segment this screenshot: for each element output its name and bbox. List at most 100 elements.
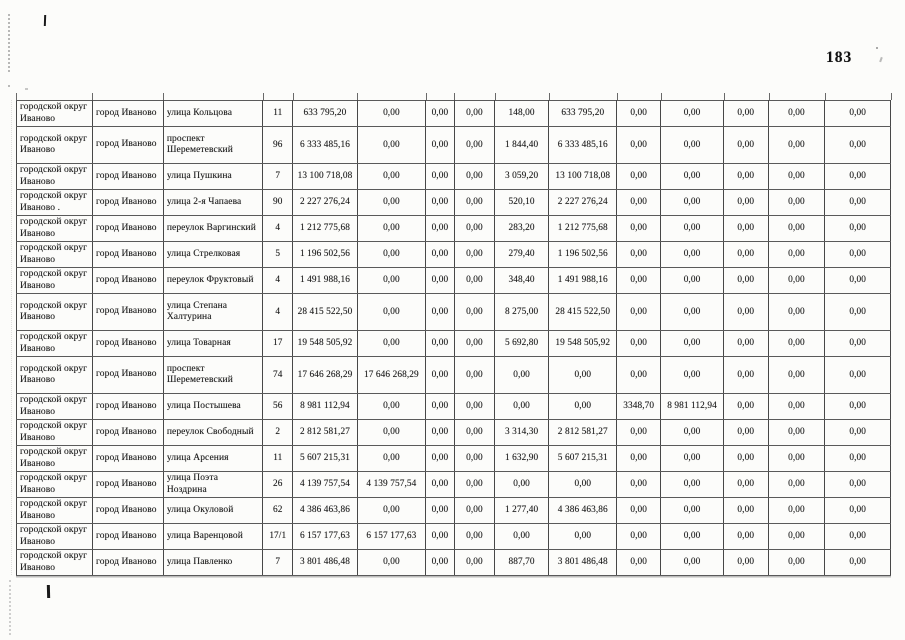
cell-value-2: 0,00 [356, 126, 426, 164]
cell-municipality: городской округ Иваново [15, 393, 94, 420]
cell-street: переулок Фруктовый [162, 267, 264, 294]
column-tick [825, 93, 827, 100]
cell-city: город Иваново [92, 267, 164, 294]
cell-value-9: 0,00 [722, 330, 769, 357]
cell-city: город Иваново [92, 126, 164, 164]
cell-street: улица Поэта Ноздрина [162, 471, 264, 498]
cell-value-10: 0,00 [767, 445, 826, 472]
scan-speck [876, 47, 878, 49]
cell-house-number: 4 [262, 215, 294, 242]
cell-value-4: 0,00 [453, 126, 496, 164]
cell-value-5: 148,00 [494, 100, 550, 127]
cell-value-7: 0,00 [616, 163, 662, 190]
cell-value-9: 0,00 [722, 419, 769, 446]
cell-value-7: 0,00 [616, 267, 662, 294]
cell-value-4: 0,00 [453, 393, 496, 420]
cell-city: город Иваново [92, 100, 164, 127]
cell-value-8: 0,00 [660, 419, 724, 446]
cell-value-9: 0,00 [722, 100, 769, 127]
cell-value-11: 0,00 [824, 163, 891, 190]
cell-value-2: 4 139 757,54 [356, 471, 426, 498]
cell-municipality: городской округ Иваново [15, 100, 94, 127]
cell-value-10: 0,00 [767, 549, 826, 576]
cell-value-3: 0,00 [424, 549, 455, 576]
cell-house-number: 11 [262, 100, 294, 127]
cell-value-7: 3348,70 [616, 393, 662, 420]
scan-artifact-margin-mid [11, 100, 12, 575]
cell-street: проспект Шереметевский [162, 356, 264, 394]
cell-value-9: 0,00 [722, 497, 769, 524]
table-row: городской округ Иваново город Иваново улиц… [15, 523, 891, 550]
cell-value-4: 0,00 [453, 330, 496, 357]
cell-street: улица Товарная [162, 330, 264, 357]
cell-value-11: 0,00 [824, 241, 891, 268]
column-tick [163, 93, 164, 100]
cell-city: город Иваново [92, 523, 164, 550]
cell-value-11: 0,00 [824, 293, 891, 331]
cell-value-5: 0,00 [494, 471, 550, 498]
column-tick [891, 93, 892, 100]
cell-value-10: 0,00 [767, 523, 826, 550]
cell-value-1: 28 415 522,50 [292, 293, 358, 331]
cell-value-6: 4 386 463,86 [548, 497, 618, 524]
cell-value-1: 17 646 268,29 [292, 356, 358, 394]
cell-value-3: 0,00 [424, 189, 455, 216]
cell-value-4: 0,00 [453, 293, 496, 331]
cell-value-5: 0,00 [494, 393, 550, 420]
cell-value-1: 5 607 215,31 [292, 445, 358, 472]
cell-value-6: 0,00 [548, 393, 618, 420]
cell-municipality: городской округ Иваново [15, 356, 94, 394]
cell-house-number: 2 [262, 419, 294, 446]
scan-artifact-margin-top [8, 14, 10, 72]
cell-value-8: 0,00 [660, 356, 724, 394]
cell-house-number: 17 [262, 330, 294, 357]
cell-value-3: 0,00 [424, 126, 455, 164]
cell-value-4: 0,00 [453, 241, 496, 268]
cell-street: переулок Варгинский [162, 215, 264, 242]
cell-municipality: городской округ Иваново [15, 445, 94, 472]
cell-value-7: 0,00 [616, 471, 662, 498]
cell-value-5: 348,40 [494, 267, 550, 294]
cell-city: город Иваново [92, 215, 164, 242]
cell-value-7: 0,00 [616, 549, 662, 576]
cell-value-3: 0,00 [424, 356, 455, 394]
cell-value-2: 0,00 [356, 497, 426, 524]
cell-house-number: 74 [262, 356, 294, 394]
cell-value-2: 17 646 268,29 [356, 356, 426, 394]
cell-value-9: 0,00 [722, 523, 769, 550]
cell-value-9: 0,00 [722, 267, 769, 294]
column-tick [723, 93, 725, 100]
cell-value-3: 0,00 [424, 393, 455, 420]
table-row: городской округ Иваново город Иваново пере… [15, 419, 891, 446]
cell-value-9: 0,00 [722, 393, 769, 420]
scan-speck [879, 56, 883, 63]
cell-value-9: 0,00 [722, 163, 769, 190]
column-tick [548, 93, 550, 100]
cell-value-4: 0,00 [453, 163, 496, 190]
cell-value-10: 0,00 [767, 189, 826, 216]
cell-value-3: 0,00 [424, 523, 455, 550]
cell-value-8: 0,00 [660, 100, 724, 127]
cell-house-number: 4 [262, 267, 294, 294]
cell-value-11: 0,00 [824, 100, 891, 127]
cell-city: город Иваново [92, 497, 164, 524]
cell-street: улица Окуловой [162, 497, 264, 524]
table-row: городской округ Иваново город Иваново улиц… [15, 549, 891, 576]
cell-value-5: 5 692,80 [494, 330, 550, 357]
cell-value-7: 0,00 [616, 241, 662, 268]
table-row: городской округ Иваново город Иваново прос… [15, 356, 891, 394]
cell-value-10: 0,00 [767, 215, 826, 242]
cell-value-1: 3 801 486,48 [292, 549, 358, 576]
table-row: городской округ Иваново город Иваново улиц… [15, 497, 891, 524]
column-tick [660, 93, 662, 100]
cell-value-4: 0,00 [453, 523, 496, 550]
scan-artifact-margin-bottom [9, 580, 11, 635]
cell-value-1: 13 100 718,08 [292, 163, 358, 190]
cell-value-10: 0,00 [767, 163, 826, 190]
cell-municipality: городской округ Иваново [15, 267, 94, 294]
cell-city: город Иваново [92, 393, 164, 420]
cell-house-number: 7 [262, 549, 294, 576]
cell-value-2: 6 157 177,63 [356, 523, 426, 550]
cell-value-5: 1 277,40 [494, 497, 550, 524]
cell-street: улица Пушкина [162, 163, 264, 190]
